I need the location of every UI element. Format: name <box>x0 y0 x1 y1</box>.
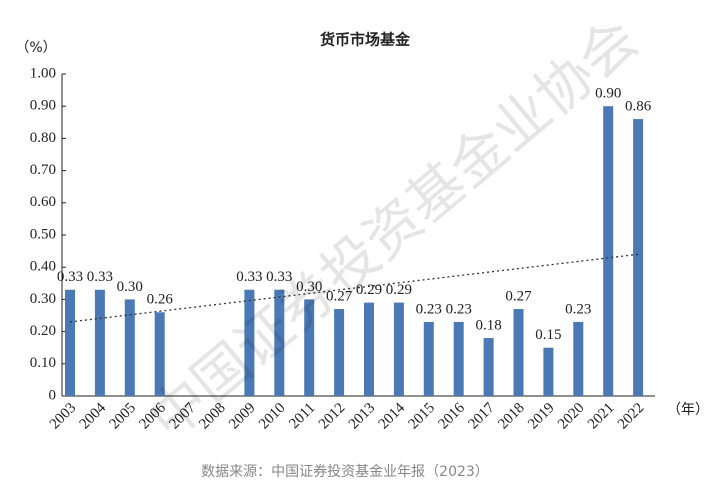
value-label: 0.15 <box>535 327 561 343</box>
x-tick-label: 2022 <box>615 400 648 433</box>
value-label: 0.23 <box>446 301 472 317</box>
x-tick-label: 2010 <box>256 400 289 433</box>
bar <box>124 299 135 396</box>
bar <box>633 119 644 396</box>
value-label: 0.23 <box>416 301 442 317</box>
bar <box>334 309 345 396</box>
value-label: 0.27 <box>326 288 353 304</box>
x-tick-label: 2004 <box>77 400 110 433</box>
y-tick-label: 1.00 <box>30 65 56 81</box>
value-label: 0.29 <box>356 282 382 298</box>
bar <box>304 299 315 396</box>
value-label: 0.27 <box>505 288 532 304</box>
value-label: 0.23 <box>565 301 591 317</box>
source-note: 数据来源：中国证券投资基金业年报（2023） <box>201 463 489 480</box>
x-tick-label: 2011 <box>286 400 318 432</box>
value-label: 0.29 <box>386 282 412 298</box>
x-tick-label: 2005 <box>107 400 140 433</box>
value-label: 0.33 <box>266 269 292 285</box>
x-tick-label: 2003 <box>47 400 80 433</box>
bar <box>603 106 614 396</box>
y-tick-label: 0 <box>49 387 57 403</box>
x-tick-label: 2013 <box>346 400 379 433</box>
value-label: 0.18 <box>475 317 501 333</box>
value-label: 0.33 <box>236 269 262 285</box>
y-tick-label: 0.80 <box>30 130 56 146</box>
y-tick-label: 0.60 <box>30 194 56 210</box>
bar <box>154 312 165 396</box>
bar <box>94 289 105 396</box>
y-tick-label: 0.30 <box>30 291 56 307</box>
value-label: 0.30 <box>296 279 322 295</box>
y-tick-label: 0.90 <box>30 98 56 114</box>
bar <box>393 302 404 396</box>
x-tick-label: 2019 <box>525 400 558 433</box>
bar <box>423 321 434 396</box>
bar <box>65 289 75 396</box>
x-tick-label: 2016 <box>435 400 468 433</box>
x-tick-label: 2012 <box>316 400 349 433</box>
y-tick-label: 0.20 <box>30 323 56 339</box>
x-tick-label: 2014 <box>376 400 409 433</box>
bar <box>244 289 255 396</box>
bar <box>274 289 285 396</box>
bar <box>543 347 554 396</box>
y-tick-label: 0.50 <box>30 226 56 242</box>
bar <box>483 338 494 396</box>
y-tick-label: 0.70 <box>30 162 56 178</box>
x-tick-label: 2017 <box>465 400 498 433</box>
value-label: 0.90 <box>595 86 621 102</box>
trend-line <box>69 253 639 323</box>
y-tick-label: 0.40 <box>30 259 56 275</box>
bar <box>453 321 464 396</box>
x-tick-label: 2015 <box>406 400 439 433</box>
value-label: 0.33 <box>57 269 83 285</box>
y-unit: （%） <box>15 40 56 56</box>
bar <box>573 321 584 396</box>
x-tick-label: 2020 <box>555 400 588 433</box>
value-label: 0.26 <box>147 292 174 308</box>
bar <box>364 302 374 396</box>
value-label: 0.86 <box>625 99 652 115</box>
chart-title: 货币市场基金 <box>320 31 411 49</box>
y-tick-label: 0.10 <box>30 355 56 371</box>
x-unit: （年） <box>667 402 709 418</box>
x-tick-label: 2021 <box>585 400 618 433</box>
x-tick-label: 2018 <box>495 400 528 433</box>
value-label: 0.30 <box>117 279 143 295</box>
bar <box>513 309 524 396</box>
value-label: 0.33 <box>87 269 113 285</box>
